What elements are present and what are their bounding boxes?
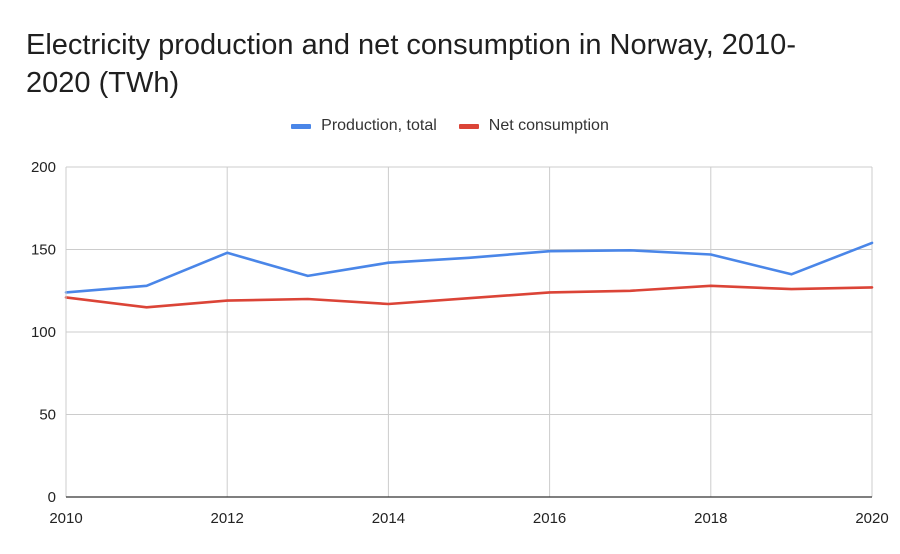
y-tick-label: 100 — [31, 324, 56, 341]
data-point-production-2013[interactable] — [305, 273, 311, 279]
data-point-production-2016[interactable] — [547, 248, 553, 254]
data-point-production-2019[interactable] — [788, 271, 794, 277]
series-line-production[interactable] — [64, 241, 874, 294]
legend-item-production[interactable]: Production, total — [291, 117, 437, 135]
data-point-net-consumption-2017[interactable] — [627, 288, 633, 294]
legend-swatch-consumption — [458, 123, 479, 129]
legend-label-consumption: Net consumption — [488, 117, 609, 134]
x-tick-label: 2014 — [372, 510, 405, 527]
data-point-net-consumption-2018[interactable] — [708, 283, 714, 289]
chart-title: Electricity production and net consumpti… — [26, 29, 796, 99]
data-point-net-consumption-2015[interactable] — [466, 295, 472, 301]
data-point-net-consumption-2019[interactable] — [788, 286, 794, 292]
x-tick-label: 2016 — [533, 510, 566, 527]
y-tick-label: 150 — [31, 242, 56, 259]
series-line-net-consumption[interactable] — [64, 284, 874, 309]
legend-label-production: Production, total — [321, 117, 437, 134]
data-point-net-consumption-2016[interactable] — [547, 289, 553, 295]
data-point-production-2020[interactable] — [869, 240, 875, 246]
data-point-production-2017[interactable] — [627, 247, 633, 253]
data-point-production-2012[interactable] — [224, 250, 230, 256]
data-point-production-2011[interactable] — [144, 283, 150, 289]
y-tick-label: 0 — [48, 489, 56, 506]
x-tick-label: 2010 — [49, 510, 82, 527]
data-point-net-consumption-2020[interactable] — [869, 284, 875, 290]
legend-swatch-production — [291, 123, 312, 129]
data-point-net-consumption-2012[interactable] — [224, 298, 230, 304]
series-lines — [64, 240, 875, 310]
grid — [66, 166, 873, 497]
y-tick-label: 50 — [39, 407, 56, 424]
axes — [65, 167, 872, 498]
data-point-production-2015[interactable] — [466, 255, 472, 261]
data-point-production-2018[interactable] — [708, 251, 714, 257]
data-point-production-2014[interactable] — [385, 260, 391, 266]
chart-legend: Production, total Net consumption — [0, 117, 900, 135]
legend-item-consumption[interactable]: Net consumption — [458, 117, 609, 135]
x-tick-label: 2012 — [211, 510, 244, 527]
tick-labels: 0 50 100 150 200 2010 2012 2014 2016 2018 2020 — [31, 159, 889, 527]
data-point-net-consumption-2013[interactable] — [305, 296, 311, 302]
data-point-net-consumption-2014[interactable] — [385, 301, 391, 307]
x-tick-label: 2020 — [855, 510, 888, 527]
x-tick-label: 2018 — [694, 510, 727, 527]
y-tick-label: 200 — [31, 159, 56, 176]
data-point-net-consumption-2011[interactable] — [144, 304, 150, 310]
